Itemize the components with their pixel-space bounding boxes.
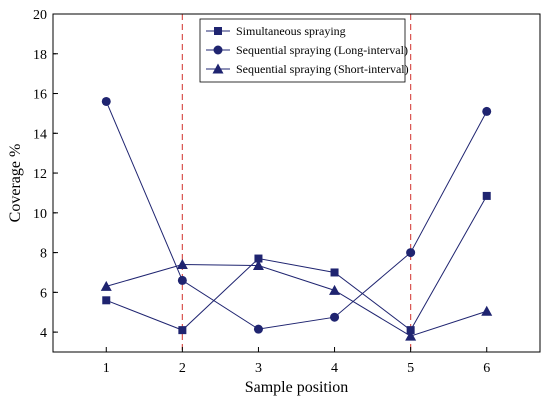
data-point-circle xyxy=(101,96,111,106)
data-point-square xyxy=(330,268,339,277)
series-line-1 xyxy=(106,195,488,331)
series-markers xyxy=(100,96,493,341)
legend: Simultaneous spraying Sequential spraying… xyxy=(199,18,409,83)
y-tick-label: 10 xyxy=(33,207,47,222)
legend-label: Simultaneous spraying xyxy=(236,24,346,38)
legend-label: Sequential spraying (Long-interval) xyxy=(236,43,408,57)
legend-marker-circle xyxy=(213,45,223,55)
data-point-square xyxy=(482,191,491,200)
y-axis: 4 6 8 10 12 14 16 18 20 xyxy=(33,8,58,341)
series-lines xyxy=(105,101,488,337)
data-point-square xyxy=(406,326,415,335)
y-tick-label: 16 xyxy=(33,88,47,103)
y-axis-label: Coverage % xyxy=(7,144,24,223)
data-point-square xyxy=(102,296,111,305)
plot-frame xyxy=(52,13,541,353)
data-point-triangle xyxy=(405,330,417,341)
data-point-triangle xyxy=(481,305,493,316)
x-axis: 1 2 3 4 5 6 xyxy=(103,347,490,376)
legend-label: Sequential spraying (Short-interval) xyxy=(236,62,409,76)
series-line-2 xyxy=(105,101,488,330)
data-point-square xyxy=(178,326,187,335)
data-point-circle xyxy=(406,248,416,258)
x-tick-label: 3 xyxy=(255,361,262,376)
data-point-circle xyxy=(253,324,263,334)
x-tick-label: 6 xyxy=(483,361,490,376)
series-line-3 xyxy=(106,264,487,337)
x-tick-label: 2 xyxy=(179,361,186,376)
y-tick-label: 14 xyxy=(33,127,47,142)
y-tick-label: 8 xyxy=(40,247,47,262)
x-axis-label: Sample position xyxy=(245,379,349,396)
data-point-circle xyxy=(177,275,187,285)
data-point-triangle xyxy=(176,259,188,270)
data-point-triangle xyxy=(100,280,112,291)
y-tick-label: 18 xyxy=(33,48,47,63)
x-tick-label: 1 xyxy=(103,361,110,376)
y-tick-label: 4 xyxy=(40,326,47,341)
legend-marker-triangle xyxy=(212,63,224,74)
x-tick-label: 5 xyxy=(407,361,414,376)
data-point-square xyxy=(254,254,263,263)
reference-lines xyxy=(181,14,412,352)
legend-box xyxy=(199,18,406,83)
data-point-triangle xyxy=(252,260,264,271)
y-tick-label: 20 xyxy=(33,8,47,23)
data-point-circle xyxy=(482,106,492,116)
data-point-circle xyxy=(330,312,340,322)
data-point-triangle xyxy=(329,284,341,295)
x-tick-label: 4 xyxy=(331,361,338,376)
legend-marker-square xyxy=(214,27,222,35)
y-tick-label: 12 xyxy=(33,167,47,182)
y-tick-label: 6 xyxy=(40,286,47,301)
